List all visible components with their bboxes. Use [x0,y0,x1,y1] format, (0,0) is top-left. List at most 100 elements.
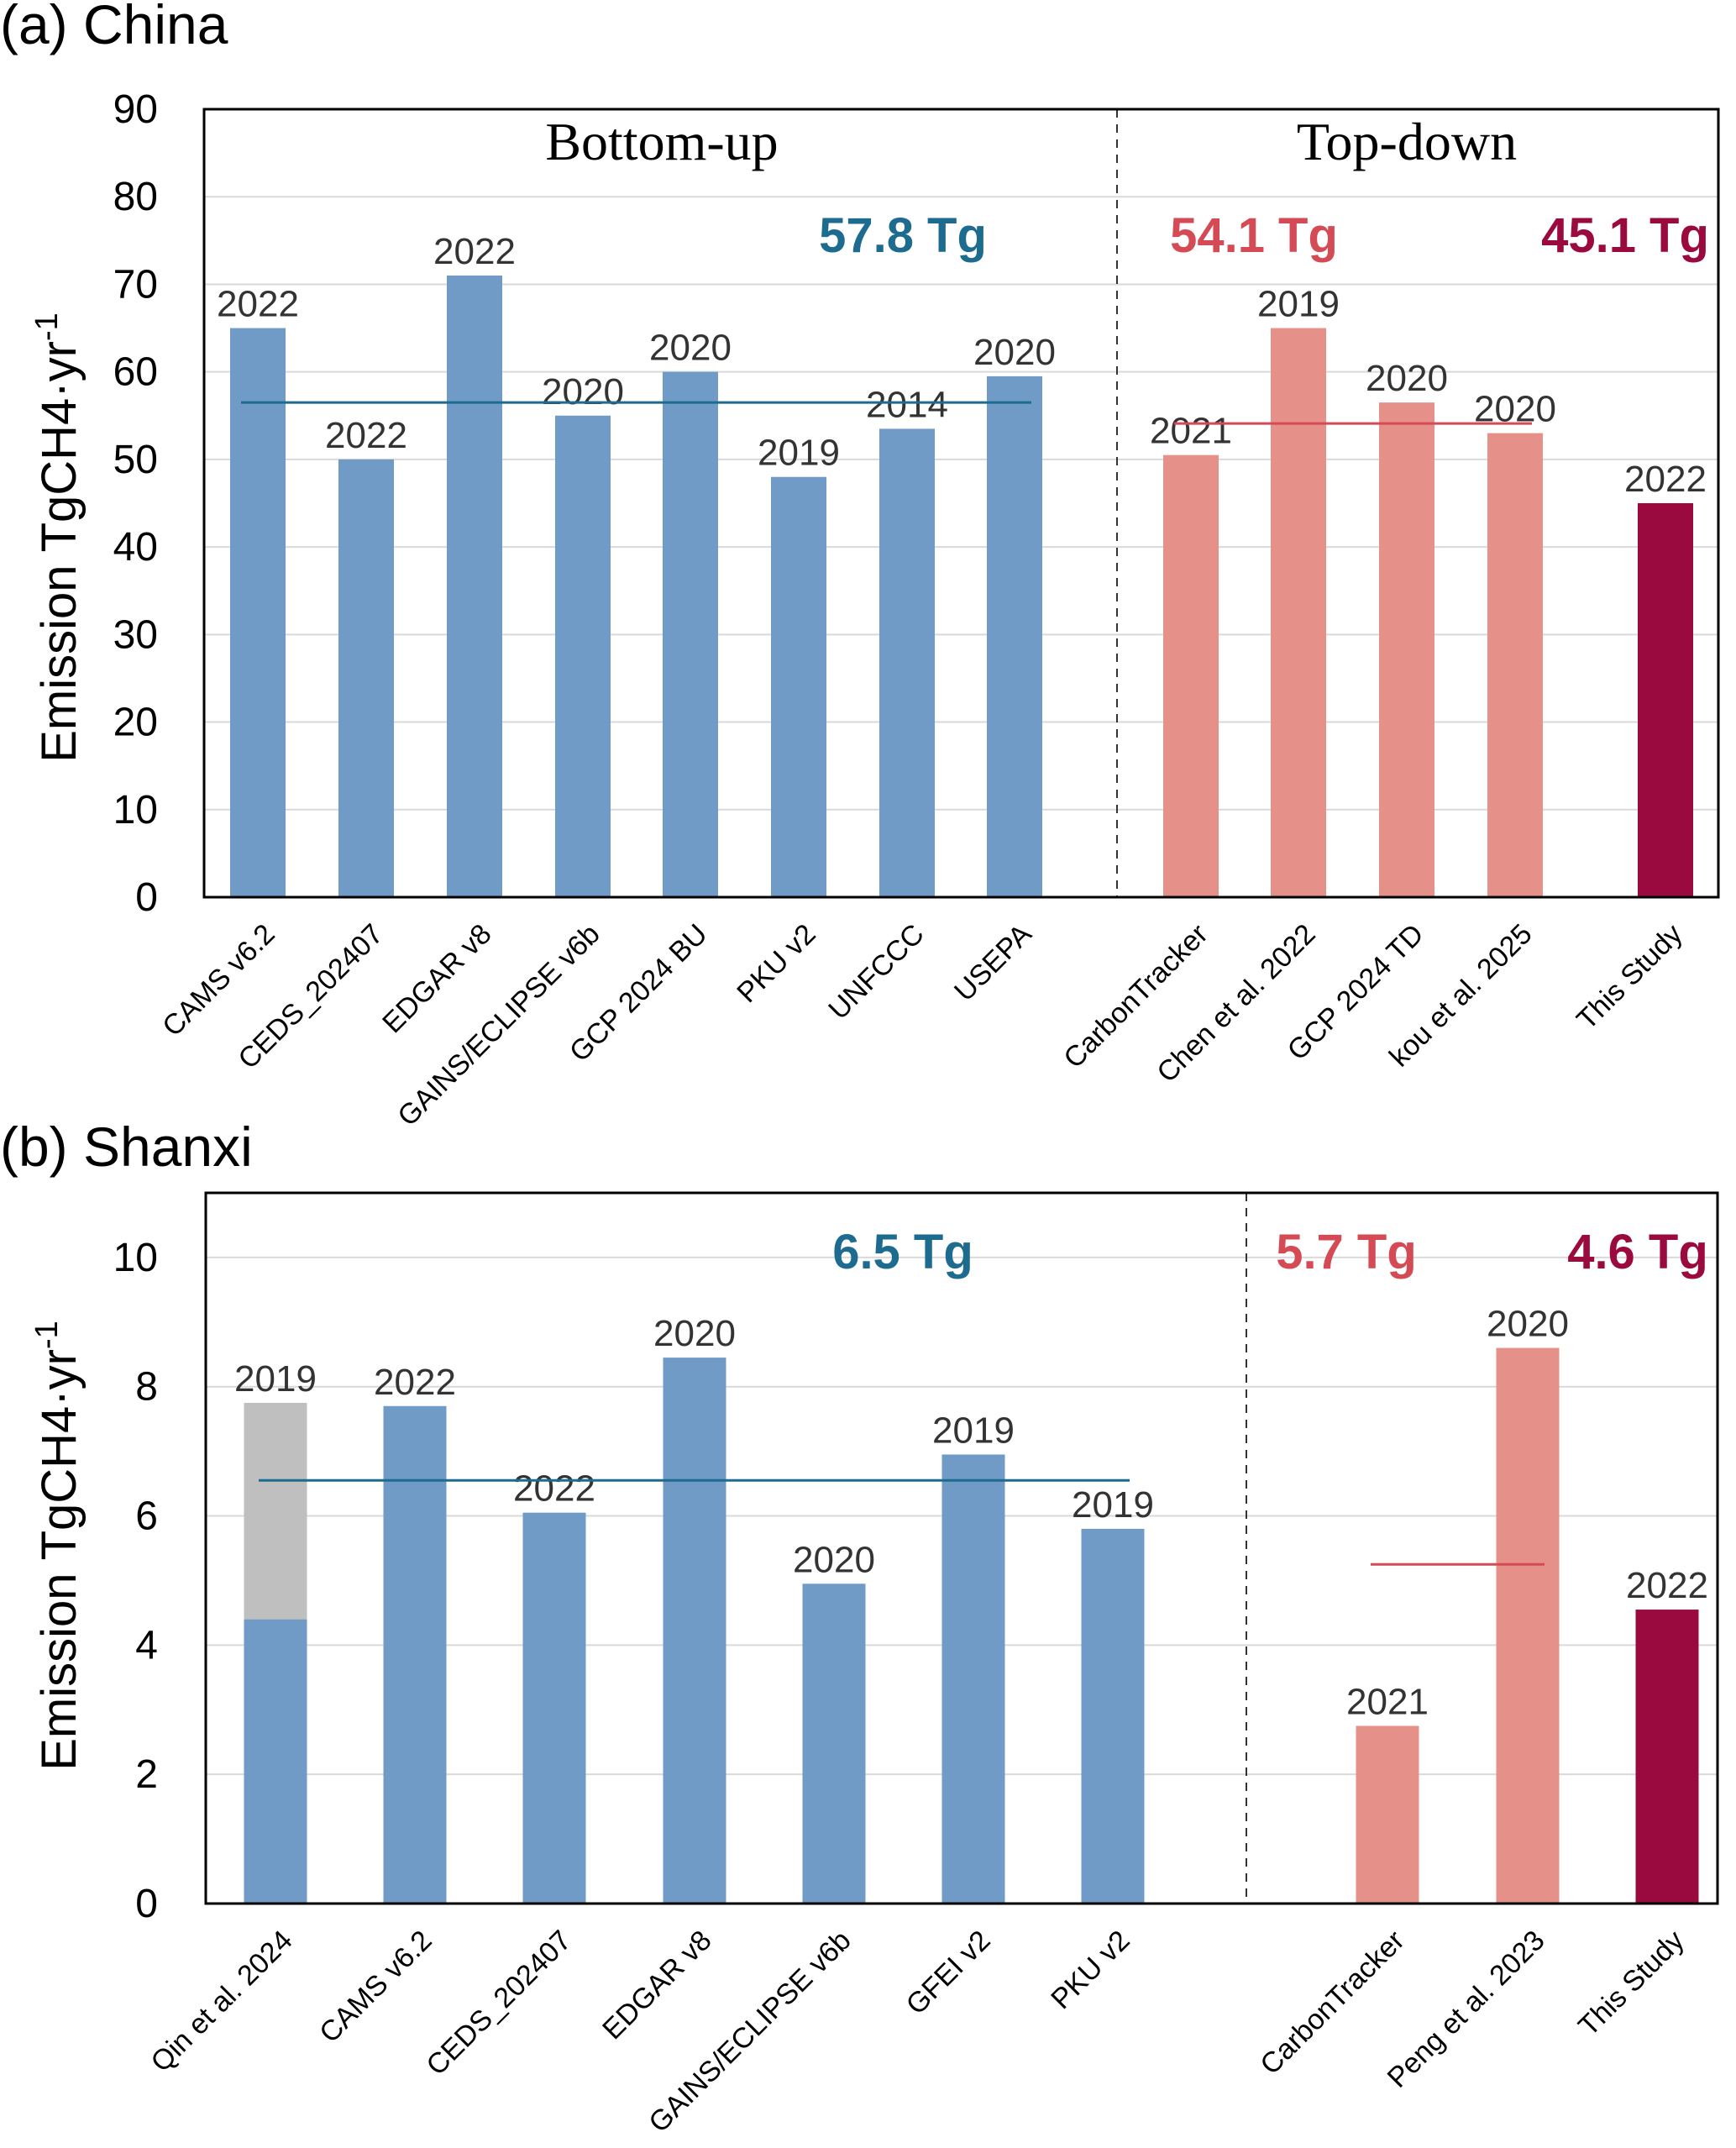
category-label-gains-eclipse-v6b: GAINS/ECLIPSE v6b [391,918,606,1132]
year-label-pku-v2: 2019 [758,433,840,474]
year-label-ceds-202407: 2022 [513,1468,595,1510]
panel-b-y-ticks: 0 2 4 6 8 10 [113,1236,158,1926]
panel-a-mean-lines [241,401,1532,425]
category-label-edgar-v8: EDGAR v8 [596,1925,717,2046]
year-label-gains-eclipse-v6b: 2020 [793,1539,875,1580]
y-tick-label: 0 [135,1882,158,1926]
panel-a: (a) China Emission TgCH4·yr-1 0 10 20 30 40 5… [0,0,1720,1133]
y-tick-label: 50 [113,438,158,482]
year-label-this-study: 2022 [1626,1565,1708,1606]
bar-edgar-v8 [447,276,502,897]
year-label-peng-et-al-2023: 2020 [1487,1304,1569,1345]
panel-b-bars [244,1347,1699,1904]
bar-usepa [987,376,1042,897]
bar-cams-v6-2 [383,1405,447,1904]
bar-kou-et-al-2025 [1487,433,1543,897]
y-tick-label: 30 [113,612,158,657]
panel-a-ylabel: Emission TgCH4·yr-1 [29,312,87,763]
panel-a-mean-this-study: 45.1 Tg [1541,208,1709,263]
year-label-cams-v6-2: 2022 [217,284,299,325]
bar-edgar-v8 [663,1358,726,1904]
panel-a-year-labels: 2022 2022 2022 2020 2020 2019 2014 2020 2021 2019… [217,231,1707,500]
year-label-gcp-2024-td: 2020 [1366,358,1448,399]
category-label-carbontracker: CarbonTracker [1254,1925,1410,2081]
y-tick-label: 20 [113,701,158,745]
year-label-qin-et-al-2024: 2019 [234,1358,317,1400]
bar-this-study [1638,503,1693,897]
category-label-pku-v2: PKU v2 [1045,1925,1135,2015]
year-label-gains-eclipse-v6b: 2020 [542,371,624,412]
category-label-gfei-v2: GFEI v2 [900,1925,997,2021]
panel-b-mean-top-down: 5.7 Tg [1276,1225,1417,1279]
category-label-unfccc: UNFCCC [822,918,930,1026]
panel-a-section-bottom-up: Bottom-up [545,112,778,171]
bar-gains-eclipse-v6b [555,415,611,897]
bar-cams-v6-2 [230,328,286,897]
year-label-this-study: 2022 [1624,459,1707,500]
year-label-gcp-2024-bu: 2020 [649,328,732,369]
panel-b-mean-bottom-up: 6.5 Tg [832,1225,973,1279]
panel-b-mean-lines [259,1478,1545,1566]
bar-gfei-v2 [941,1454,1005,1904]
y-tick-label: 90 [113,87,158,132]
panel-b-year-labels: 2019 2022 2022 2020 2020 2019 2019 2021 2020 2022 [234,1304,1708,1723]
year-label-pku-v2: 2019 [1072,1484,1154,1526]
y-tick-label: 60 [113,350,158,395]
y-tick-label: 0 [135,875,158,920]
bar-this-study [1635,1610,1699,1904]
category-label-usepa: USEPA [948,918,1038,1008]
year-label-cams-v6-2: 2022 [374,1362,456,1403]
panel-a-mean-bottom-up: 57.8 Tg [819,208,987,263]
panel-b-title: (b) Shanxi [0,1116,253,1178]
year-label-unfccc: 2014 [866,384,948,425]
panel-a-title: (a) China [0,0,228,55]
year-label-carbontracker: 2021 [1346,1682,1429,1723]
year-label-carbontracker: 2021 [1150,411,1232,452]
panel-b-mean-this-study: 4.6 Tg [1567,1225,1708,1279]
bar-chen-et-al-2022 [1271,328,1326,897]
category-label-this-study: This Study [1571,918,1688,1036]
y-tick-label: 10 [113,788,158,832]
panel-a-section-top-down: Top-down [1297,112,1517,171]
category-label-cams-v6-2: CAMS v6.2 [313,1925,438,2049]
y-tick-label: 80 [113,175,158,219]
category-label-ceds-202407: CEDS_202407 [420,1925,577,2082]
bar-stack-qin-et-al-2024 [244,1402,307,1620]
y-tick-label: 4 [135,1623,158,1667]
panel-a-mean-top-down: 54.1 Tg [1170,208,1338,263]
category-label-this-study: This Study [1572,1925,1690,2042]
year-label-usepa: 2020 [973,332,1056,373]
panel-b-frame [204,1191,1719,1905]
panel-a-frame [202,108,1720,899]
y-tick-label: 6 [135,1494,158,1539]
year-label-gfei-v2: 2019 [932,1410,1015,1451]
bar-ceds-202407 [522,1512,586,1904]
bar-pku-v2 [1081,1528,1145,1904]
y-tick-label: 40 [113,525,158,570]
y-tick-label: 2 [135,1752,158,1797]
y-tick-label: 70 [113,262,158,307]
bar-gcp-2024-bu [663,371,718,898]
year-label-chen-et-al-2022: 2019 [1257,284,1340,325]
bar-ceds-202407 [338,459,394,897]
bar-peng-et-al-2023 [1496,1347,1560,1904]
bar-qin-et-al-2024 [244,1619,307,1904]
category-label-qin-et-al-2024: Qin et al. 2024 [144,1925,298,2078]
year-label-edgar-v8: 2022 [433,231,516,272]
panel-a-bars [230,276,1693,898]
bar-unfccc [879,428,935,897]
bar-gcp-2024-td [1379,402,1434,898]
bar-pku-v2 [771,476,826,897]
y-tick-label: 10 [113,1236,158,1280]
year-label-edgar-v8: 2020 [653,1313,736,1354]
panel-b-ylabel: Emission TgCH4·yr-1 [29,1321,87,1771]
y-tick-label: 8 [135,1365,158,1410]
panel-a-y-ticks: 0 10 20 30 40 50 60 70 80 90 [113,87,158,920]
category-label-pku-v2: PKU v2 [731,918,821,1009]
bar-carbontracker [1163,454,1219,897]
panel-b: (b) Shanxi Emission TgCH4·yr-1 0 2 4 6 8 10 2… [0,1116,1719,2139]
bar-carbontracker [1356,1725,1419,1904]
